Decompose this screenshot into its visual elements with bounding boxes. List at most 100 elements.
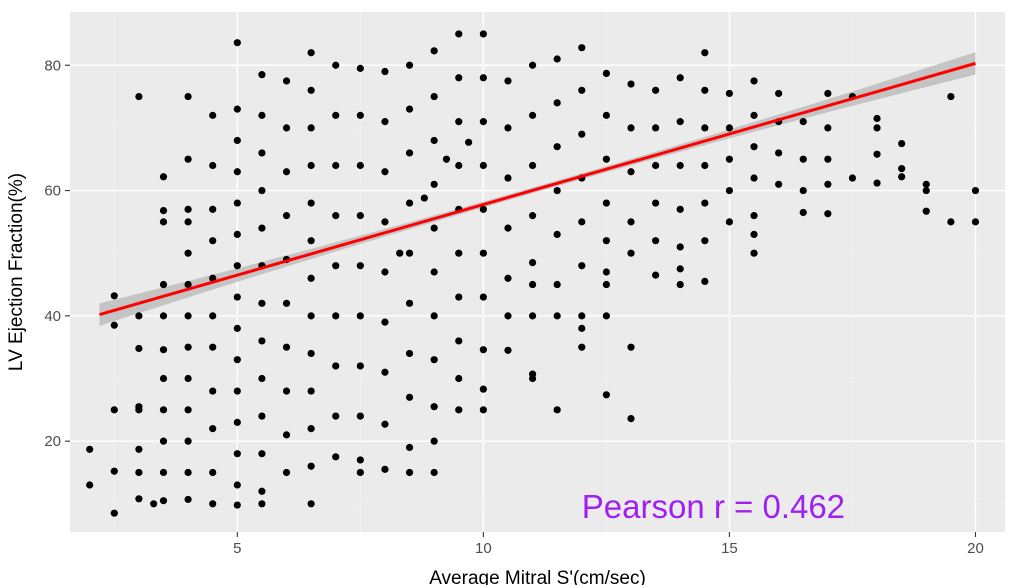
- x-axis-title: Average Mitral S'(cm/sec): [429, 568, 646, 585]
- data-point: [553, 280, 561, 289]
- data-point: [701, 277, 709, 285]
- data-point: [971, 218, 980, 226]
- data-point: [258, 374, 266, 383]
- data-point: [135, 312, 143, 320]
- data-point: [528, 212, 537, 220]
- data-point: [356, 111, 364, 119]
- data-point: [504, 346, 512, 354]
- data-point: [110, 467, 118, 475]
- data-point: [553, 312, 561, 320]
- data-points: [86, 30, 980, 517]
- x-tick-label: 10: [475, 540, 492, 557]
- data-point: [282, 77, 291, 85]
- data-point: [602, 155, 610, 163]
- data-point: [184, 495, 192, 504]
- data-point: [652, 161, 660, 170]
- data-point: [627, 80, 635, 88]
- data-point: [430, 403, 438, 411]
- data-point: [233, 168, 241, 176]
- data-point: [922, 180, 930, 188]
- data-point: [627, 168, 635, 176]
- data-point: [750, 249, 758, 257]
- data-point: [824, 180, 832, 188]
- data-point: [159, 207, 168, 215]
- data-point: [356, 312, 364, 320]
- regression-line: [99, 61, 976, 317]
- data-point: [282, 343, 291, 351]
- data-point: [356, 362, 364, 370]
- data-point: [602, 111, 610, 119]
- data-point: [233, 39, 241, 47]
- data-point: [504, 224, 512, 232]
- data-point: [442, 155, 451, 163]
- data-point: [602, 237, 610, 245]
- data-point: [873, 150, 881, 158]
- data-point: [332, 412, 340, 420]
- data-point: [135, 445, 143, 453]
- data-point: [86, 481, 94, 489]
- data-point: [479, 30, 487, 38]
- data-point: [430, 268, 438, 276]
- data-point: [824, 89, 832, 98]
- data-point: [209, 111, 217, 119]
- data-point: [455, 161, 463, 170]
- data-point: [922, 186, 930, 195]
- data-point: [602, 391, 610, 399]
- data-point: [676, 74, 684, 82]
- data-point: [528, 280, 537, 289]
- data-point: [750, 212, 758, 220]
- data-point: [528, 161, 537, 170]
- data-point: [209, 387, 217, 395]
- data-point: [455, 249, 463, 257]
- data-point: [602, 280, 610, 289]
- data-point: [405, 149, 414, 157]
- data-point: [873, 124, 881, 132]
- data-point: [356, 262, 364, 270]
- data-point: [652, 237, 660, 245]
- data-point: [701, 237, 709, 245]
- data-point: [184, 406, 192, 414]
- data-point: [381, 118, 389, 126]
- data-point: [455, 374, 463, 383]
- data-point: [258, 412, 266, 420]
- data-point: [258, 500, 266, 508]
- data-point: [258, 299, 266, 307]
- data-point: [233, 136, 241, 145]
- data-point: [405, 105, 414, 113]
- data-point: [947, 218, 955, 226]
- data-point: [578, 130, 586, 138]
- data-point: [381, 368, 389, 376]
- data-point: [209, 425, 217, 433]
- data-point: [209, 205, 217, 213]
- data-point: [479, 74, 487, 82]
- data-point: [307, 312, 315, 320]
- data-point: [750, 230, 758, 239]
- data-point: [553, 55, 561, 63]
- data-point: [381, 420, 389, 428]
- data-point: [381, 67, 389, 76]
- data-point: [455, 118, 463, 126]
- data-point: [233, 356, 241, 364]
- data-point: [110, 509, 118, 517]
- data-point: [356, 212, 364, 220]
- data-point: [159, 312, 168, 320]
- data-point: [528, 61, 537, 69]
- data-point: [356, 412, 364, 420]
- data-point: [947, 92, 955, 101]
- data-point: [701, 161, 709, 170]
- data-point: [578, 262, 586, 270]
- data-point: [405, 393, 414, 401]
- data-point: [504, 77, 512, 85]
- data-point: [465, 138, 473, 146]
- data-point: [282, 168, 291, 176]
- data-point: [602, 69, 610, 77]
- data-point: [332, 161, 340, 170]
- data-point: [553, 186, 561, 195]
- data-point: [504, 174, 512, 182]
- data-point: [233, 293, 241, 301]
- data-point: [725, 186, 734, 195]
- data-point: [307, 500, 315, 508]
- data-point: [307, 425, 315, 433]
- data-point: [356, 161, 364, 170]
